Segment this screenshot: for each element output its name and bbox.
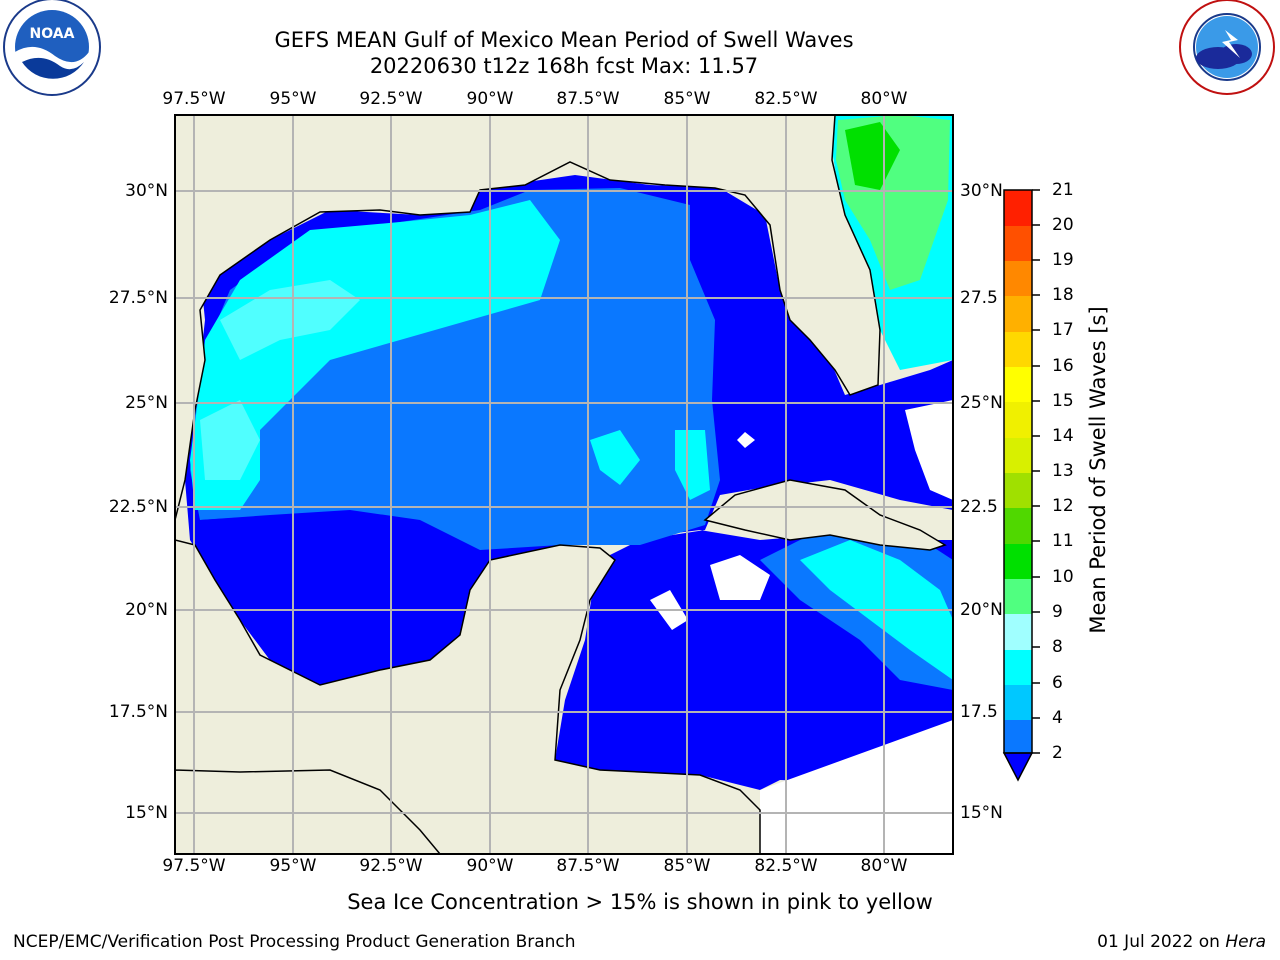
lon-label-top: 80°W: [860, 89, 908, 109]
colorbar: [1002, 189, 1040, 782]
lat-label-right: 22.5: [960, 497, 998, 517]
lat-label-left: 15°N: [125, 803, 168, 823]
lat-label-left: 22.5°N: [108, 497, 168, 517]
lon-label-top: 87.5°W: [556, 89, 620, 109]
sea-ice-caption-text: Sea Ice Concentration > 15% is shown in …: [347, 890, 933, 914]
graticule: [175, 115, 953, 854]
sea-ice-caption: Sea Ice Concentration > 15% is shown in …: [0, 890, 1280, 914]
lon-label-bottom: 82.5°W: [754, 856, 818, 876]
credit-branch: NCEP/EMC/Verification Post Processing Pr…: [13, 932, 576, 952]
colorbar-tick-label: 8: [1052, 637, 1063, 657]
map-frame: [174, 114, 954, 855]
colorbar-tick-label: 18: [1052, 285, 1074, 305]
colorbar-tick-label: 21: [1052, 180, 1074, 200]
colorbar-tick-label: 12: [1052, 496, 1074, 516]
colorbar-tick-label: 13: [1052, 461, 1074, 481]
lat-label-left: 30°N: [125, 181, 168, 201]
map-area: [175, 115, 953, 854]
colorbar-tick-label: 16: [1052, 356, 1074, 376]
lat-label-left: 20°N: [125, 600, 168, 620]
noaa-logo: NOAA: [3, 0, 101, 96]
colorbar-tick-label: 15: [1052, 391, 1074, 411]
lat-label-left: 25°N: [125, 393, 168, 413]
lon-label-bottom: 95°W: [269, 856, 317, 876]
lat-label-right: 30°N: [960, 181, 1003, 201]
lon-label-top: 90°W: [466, 89, 514, 109]
lat-label-left: 27.5°N: [108, 288, 168, 308]
map-subtitle: 20220630 t12z 168h fcst Max: 11.57: [369, 54, 759, 78]
lon-label-bottom: 85°W: [663, 856, 711, 876]
colorbar-title: Mean Period of Swell Waves [s]: [1086, 306, 1110, 634]
lon-label-top: 95°W: [269, 89, 317, 109]
map-title: GEFS MEAN Gulf of Mexico Mean Period of …: [274, 28, 854, 52]
lat-label-right: 20°N: [960, 600, 1003, 620]
lon-label-bottom: 92.5°W: [359, 856, 423, 876]
nws-logo: [1179, 0, 1275, 95]
colorbar-tick-label: 14: [1052, 426, 1074, 446]
lat-label-right: 15°N: [960, 803, 1003, 823]
noaa-logo-text: NOAA: [30, 26, 75, 42]
colorbar-tick-label: 11: [1052, 531, 1074, 551]
colorbar-tick-label: 6: [1052, 673, 1063, 693]
lon-label-top: 85°W: [663, 89, 711, 109]
lon-label-bottom: 97.5°W: [162, 856, 226, 876]
lon-label-top: 92.5°W: [359, 89, 423, 109]
lon-label-top: 82.5°W: [754, 89, 818, 109]
lat-label-right: 27.5: [960, 288, 998, 308]
colorbar-tick-label: 19: [1052, 250, 1074, 270]
lon-label-bottom: 87.5°W: [556, 856, 620, 876]
lat-label-right: 17.5: [960, 702, 998, 722]
colorbar-tick-label: 4: [1052, 708, 1063, 728]
lon-label-bottom: 80°W: [860, 856, 908, 876]
colorbar-tick-label: 20: [1052, 215, 1074, 235]
colorbar-tick-label: 17: [1052, 320, 1074, 340]
colorbar-tick-label: 2: [1052, 743, 1063, 763]
credit-date: 01 Jul 2022 on Hera: [1097, 932, 1266, 952]
lat-label-right: 25°N: [960, 393, 1003, 413]
lon-label-top: 97.5°W: [162, 89, 226, 109]
colorbar-tick-label: 10: [1052, 567, 1074, 587]
lon-label-bottom: 90°W: [466, 856, 514, 876]
lat-label-left: 17.5°N: [108, 702, 168, 722]
credit-date-text: 01 Jul 2022 on: [1097, 932, 1220, 952]
colorbar-tick-label: 9: [1052, 602, 1063, 622]
credit-host: Hera: [1225, 932, 1266, 952]
